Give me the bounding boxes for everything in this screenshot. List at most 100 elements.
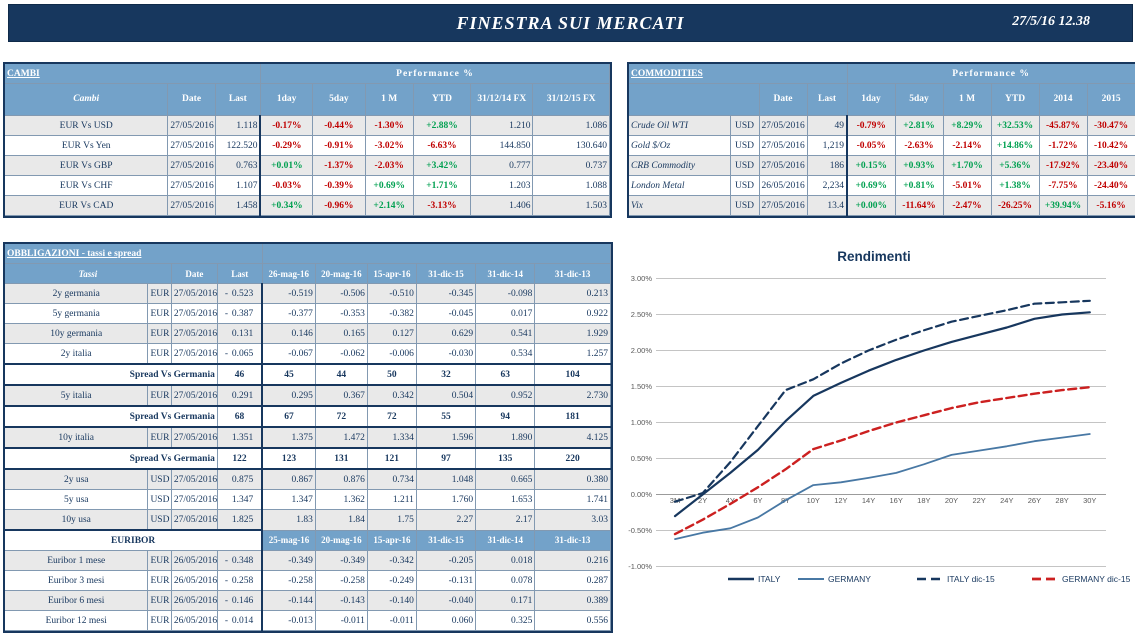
historic-value: 0.018: [475, 550, 536, 571]
performance-value: +32.53%: [991, 115, 1040, 136]
performance-value: -6.63%: [413, 135, 472, 156]
commodities-row: Vix USD 27/05/2016 13.4 +0.00% -11.64% -2.47% -…: [629, 195, 1135, 216]
currency-cell: EUR: [147, 385, 172, 407]
historic-value: 0.534: [475, 343, 536, 365]
currency-cell: USD: [730, 175, 760, 196]
historic-value: 2.730: [534, 385, 611, 407]
column-header: YTD: [991, 83, 1040, 116]
last-value: 122.520: [215, 135, 261, 156]
performance-value: -2.14%: [943, 135, 992, 156]
commodities-row: Crude Oil WTI USD 27/05/2016 49 -0.79% +2.81%…: [629, 115, 1135, 136]
column-header: Date: [759, 83, 808, 116]
historic-value: -0.045: [416, 303, 477, 324]
historic-value: -0.382: [367, 303, 417, 324]
historic-value: 1.653: [475, 489, 536, 510]
last-value: -0.014: [217, 610, 263, 631]
performance-value: -1.37%: [312, 155, 366, 176]
spread-value: 72: [315, 405, 368, 428]
fx-2014-value: 1.210: [470, 115, 534, 136]
value: 0.065: [231, 348, 254, 359]
historic-value: -0.342: [367, 550, 417, 571]
historic-value: -0.377: [261, 303, 316, 324]
performance-value: -0.79%: [846, 115, 896, 136]
performance-value: -11.64%: [895, 195, 944, 216]
rate-label: 10y germania: [5, 323, 149, 344]
column-header: 5day: [895, 83, 944, 116]
commodities-performance-header: Performance %: [847, 64, 1135, 84]
historic-value: -0.349: [261, 550, 316, 571]
historic-value: 0.287: [534, 570, 611, 591]
value: 0.146: [231, 595, 254, 606]
euribor-column-header: 20-mag-16: [315, 530, 368, 551]
performance-value: -0.05%: [846, 135, 896, 156]
historic-value: 1.929: [534, 323, 611, 344]
spread-value: 45: [261, 363, 316, 386]
legend-label: GERMANY dic-15: [1062, 574, 1131, 584]
rate-row: Euribor 12 mesi EUR 26/05/2016-0.014 -0.013…: [5, 610, 611, 631]
x-axis-label: 3M: [670, 496, 680, 505]
performance-value: -30.47%: [1087, 115, 1135, 136]
cambi-row: EUR Vs CAD 27/05/2016 1.458 +0.34% -0.96% +2.…: [5, 195, 610, 216]
commodity-label: London Metal: [629, 175, 731, 196]
commodities-table: COMMODITIES Performance % Date Last 1day 5day…: [627, 62, 1135, 218]
cambi-row: EUR Vs USD 27/05/2016 1.118 -0.17% -0.44% -1.…: [5, 115, 610, 136]
historic-value: 0.017: [475, 303, 536, 324]
historic-value: 0.367: [315, 385, 368, 407]
series-germany-dic-15: [673, 385, 1091, 536]
performance-value: -1.30%: [365, 115, 414, 136]
rate-label: Euribor 12 mesi: [5, 610, 149, 631]
spread-label: Spread Vs Germania: [5, 405, 218, 428]
historic-value: 2.17: [475, 509, 536, 531]
historic-value: -0.258: [315, 570, 368, 591]
commodities-row: London Metal USD 26/05/2016 2,234 +0.69% +0.8…: [629, 175, 1135, 196]
column-header: 31/12/15 FX: [532, 83, 610, 116]
historic-value: 0.867: [261, 469, 316, 490]
spread-value: 121: [367, 447, 417, 470]
historic-value: 1.334: [367, 427, 417, 449]
performance-value: +0.69%: [846, 175, 896, 196]
date-cell: 27/05/2016: [171, 303, 218, 324]
rate-label: 5y italia: [5, 385, 149, 407]
commodity-label: CRB Commodity: [629, 155, 731, 176]
last-value: 13.4: [807, 195, 848, 216]
value: 0.523: [231, 288, 254, 299]
currency-cell: USD: [730, 155, 760, 176]
column-header: 31-dic-15: [416, 263, 477, 284]
minus-sign: -: [224, 575, 229, 586]
rate-row: 10y germania EUR 27/05/2016 0.131 0.146 0.165…: [5, 323, 611, 344]
commodities-header-row: Date Last 1day 5day 1 M YTD 2014 2015: [629, 83, 1135, 116]
historic-value: 0.629: [416, 323, 477, 344]
historic-value: 0.295: [261, 385, 316, 407]
last-value: 1.825: [217, 509, 263, 531]
date-cell: 27/05/2016: [167, 135, 216, 156]
historic-value: 0.665: [475, 469, 536, 490]
historic-value: -0.013: [261, 610, 316, 631]
pair-label: EUR Vs CHF: [5, 175, 169, 196]
historic-value: 1.75: [367, 509, 417, 531]
performance-value: -5.16%: [1087, 195, 1135, 216]
commodities-title-row: COMMODITIES Performance %: [629, 64, 1135, 84]
performance-value: +8.29%: [943, 115, 992, 136]
last-value: 1.347: [217, 489, 263, 510]
currency-cell: EUR: [147, 570, 172, 591]
spread-value: 220: [534, 447, 611, 470]
column-header: 26-mag-16: [262, 263, 316, 284]
historic-value: 0.952: [475, 385, 536, 407]
historic-value: 1.048: [416, 469, 477, 490]
last-value: 186: [807, 155, 848, 176]
column-header: 20-mag-16: [315, 263, 368, 284]
rate-row: Euribor 1 mese EUR 26/05/2016-0.348 -0.349-…: [5, 550, 611, 571]
date-cell: 26/05/2016: [171, 590, 218, 611]
historic-value: -0.249: [367, 570, 417, 591]
minus-sign: -: [224, 308, 229, 319]
performance-value: +0.34%: [259, 195, 314, 216]
currency-cell: EUR: [147, 550, 172, 571]
column-header: 31/12/14 FX: [470, 83, 534, 116]
historic-value: 1.84: [315, 509, 368, 531]
column-header: 1 M: [365, 83, 414, 116]
rendimenti-chart: 3.00% 2.50% 2.00% 1.50% 1.00% 0.50% 0.00% -0.50…: [622, 243, 1133, 612]
spread-row: Spread Vs Germania 46 45 44 50 32 63 104: [5, 363, 611, 386]
cambi-title: CAMBI: [5, 64, 261, 84]
x-axis-label: 12Y: [834, 496, 847, 505]
historic-value: 0.127: [367, 323, 417, 344]
